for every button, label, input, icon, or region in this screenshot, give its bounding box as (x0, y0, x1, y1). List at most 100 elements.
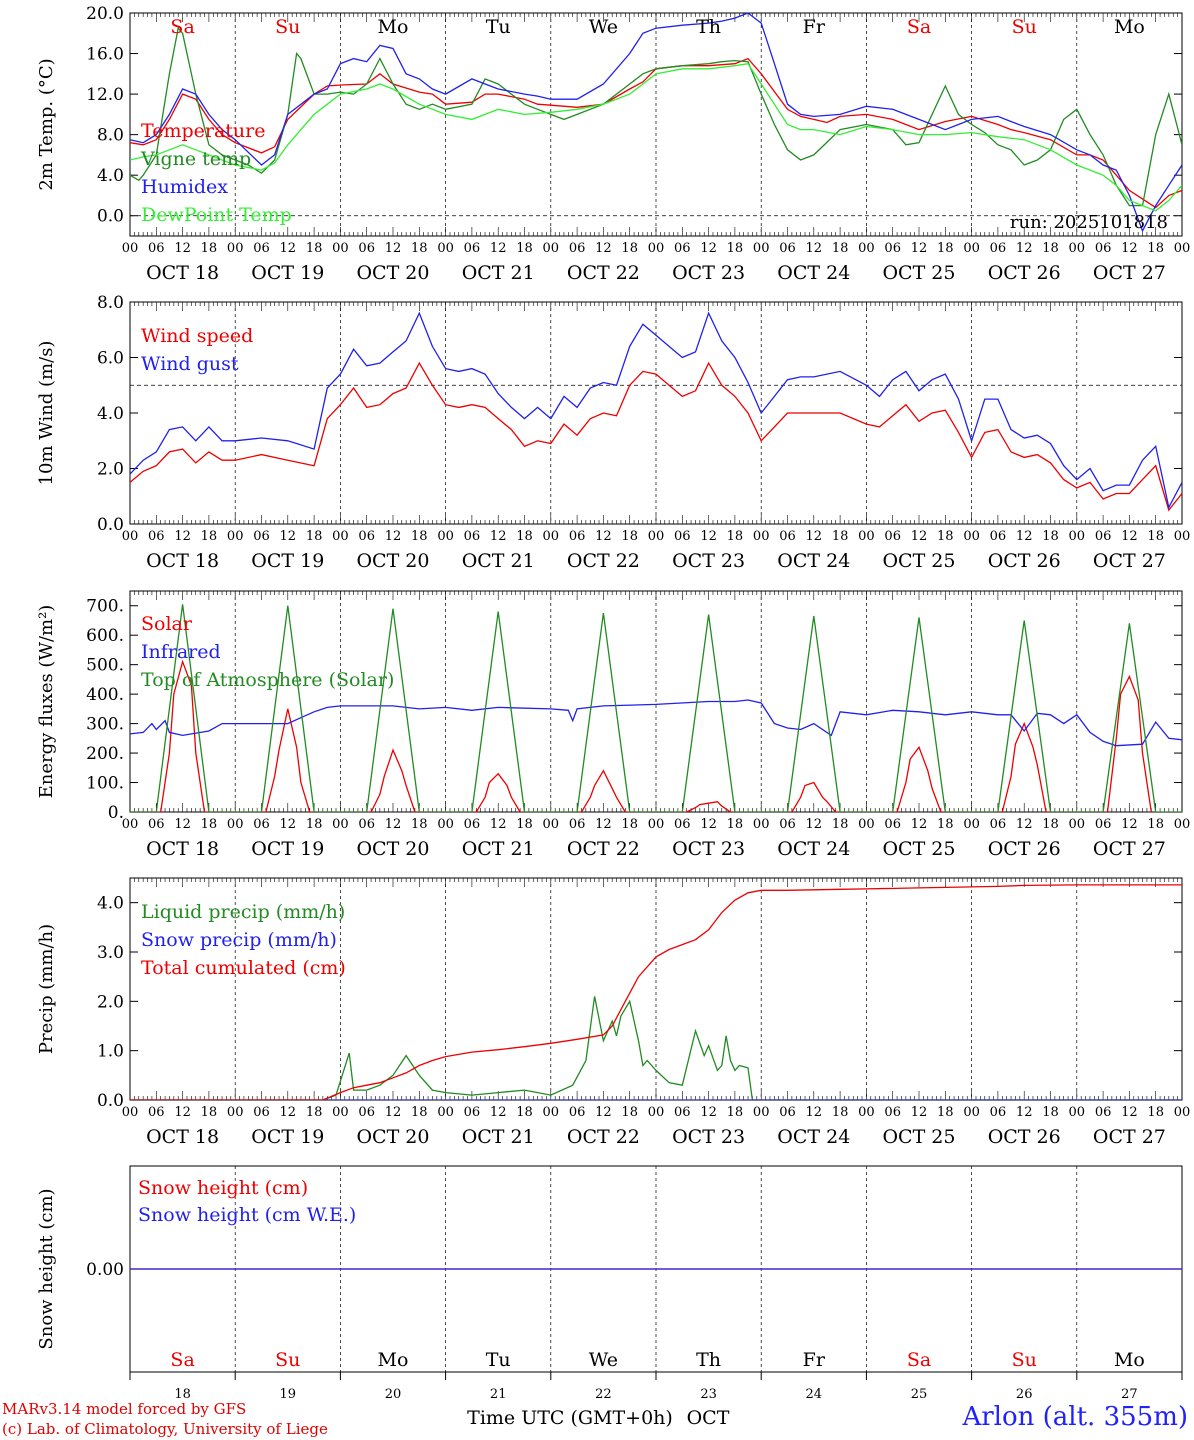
day-number-label: 20 (385, 1387, 402, 1402)
precip-hour-label: 18 (621, 1105, 638, 1120)
weekday-label-bottom: Mo (378, 1349, 409, 1371)
station-name: Arlon (alt. 355m) (962, 1402, 1188, 1432)
precip-hour-label: 00 (1069, 1105, 1086, 1120)
wind-hour-label: 06 (779, 529, 796, 544)
precip-legend-0: Liquid precip (mm/h) (141, 901, 345, 923)
weekday-label-top: We (589, 16, 618, 38)
temp-hour-label: 06 (990, 241, 1007, 256)
energy-day-label: OCT 21 (462, 838, 535, 860)
energy-hour-label: 18 (1042, 817, 1059, 832)
temp-hour-label: 12 (280, 241, 297, 256)
energy-hour-label: 00 (122, 817, 139, 832)
wind-hour-label: 12 (490, 529, 507, 544)
energy-legend-1: Infrared (141, 641, 221, 663)
precip-hour-label: 18 (1147, 1105, 1164, 1120)
temp-legend-3: DewPoint Temp (141, 204, 292, 226)
weekday-label-bottom: Sa (907, 1349, 931, 1371)
wind-hour-label: 06 (1095, 529, 1112, 544)
temp-hour-label: 00 (648, 241, 665, 256)
wind-hour-label: 12 (1121, 529, 1138, 544)
temp-hour-label: 06 (884, 241, 901, 256)
wind-day-label: OCT 19 (251, 550, 324, 572)
wind-hour-label: 00 (437, 529, 454, 544)
precip-hour-label: 06 (569, 1105, 586, 1120)
temp-hour-label: 12 (174, 241, 191, 256)
temp-ytick-label: 20.0 (86, 4, 124, 24)
energy-day-label: OCT 18 (146, 838, 219, 860)
precip-hour-label: 00 (227, 1105, 244, 1120)
precip-hour-label: 00 (753, 1105, 770, 1120)
precip-hour-label: 18 (1042, 1105, 1059, 1120)
energy-hour-label: 18 (1147, 817, 1164, 832)
weekday-label-top: Mo (1114, 16, 1145, 38)
precip-hour-label: 12 (490, 1105, 507, 1120)
temp-series-2-line (130, 13, 1182, 233)
wind-hour-label: 00 (332, 529, 349, 544)
wind-hour-label: 18 (832, 529, 849, 544)
precip-hour-label: 12 (174, 1105, 191, 1120)
precip-series-0-line (130, 996, 1182, 1100)
energy-hour-label: 06 (990, 817, 1007, 832)
x-axis-label: Time UTC (GMT+0h) (467, 1407, 673, 1429)
wind-hour-label: 12 (595, 529, 612, 544)
energy-hour-label: 00 (332, 817, 349, 832)
precip-day-label: OCT 24 (777, 1126, 850, 1148)
wind-hour-label: 18 (306, 529, 323, 544)
temp-hour-label: 12 (385, 241, 402, 256)
precip-hour-label: 00 (543, 1105, 560, 1120)
temp-hour-label: 06 (1095, 241, 1112, 256)
temp-hour-label: 06 (569, 241, 586, 256)
precip-day-label: OCT 18 (146, 1126, 219, 1148)
wind-hour-label: 00 (753, 529, 770, 544)
energy-ytick-label: 400. (86, 685, 124, 705)
precip-hour-label: 18 (937, 1105, 954, 1120)
precip-hour-label: 18 (411, 1105, 428, 1120)
wind-hour-label: 06 (253, 529, 270, 544)
temp-hour-label: 06 (779, 241, 796, 256)
wind-hour-label: 06 (464, 529, 481, 544)
energy-day-label: OCT 19 (251, 838, 324, 860)
energy-hour-label: 00 (963, 817, 980, 832)
wind-day-label: OCT 26 (988, 550, 1061, 572)
day-number-label: 27 (1121, 1387, 1138, 1402)
precip-hour-label: 06 (779, 1105, 796, 1120)
energy-hour-label: 18 (621, 817, 638, 832)
wind-hour-label: 12 (911, 529, 928, 544)
day-number-label: 24 (806, 1387, 823, 1402)
precip-day-label: OCT 22 (567, 1126, 640, 1148)
temp-hour-label: 12 (700, 241, 717, 256)
day-number-label: 25 (911, 1387, 928, 1402)
temp-frame (129, 12, 1183, 237)
precip-hour-label: 06 (674, 1105, 691, 1120)
precip-hour-label: 06 (358, 1105, 375, 1120)
wind-hour-label: 18 (1042, 529, 1059, 544)
energy-day-label: OCT 22 (567, 838, 640, 860)
energy-hour-label: 12 (1121, 817, 1138, 832)
precip-day-label: OCT 19 (251, 1126, 324, 1148)
precip-hour-label: 06 (990, 1105, 1007, 1120)
temp-hour-label: 00 (437, 241, 454, 256)
temp-hour-label: 12 (595, 241, 612, 256)
weekday-label-top: Tu (486, 16, 511, 38)
temp-hour-label: 12 (806, 241, 823, 256)
precip-hour-label: 12 (385, 1105, 402, 1120)
temp-day-label: OCT 26 (988, 262, 1061, 284)
temp-legend-2: Humidex (141, 176, 228, 198)
snow-legend-0: Snow height (cm) (138, 1177, 308, 1199)
temp-hour-label: 06 (148, 241, 165, 256)
energy-ytick-label: 600. (86, 626, 124, 646)
precip-day-label: OCT 27 (1093, 1126, 1166, 1148)
weekday-label-top: Su (275, 16, 300, 38)
precip-hour-label: 00 (332, 1105, 349, 1120)
wind-hour-label: 18 (937, 529, 954, 544)
day-number-label: 23 (700, 1387, 717, 1402)
weekday-label-bottom: We (589, 1349, 618, 1371)
precip-hour-label: 06 (464, 1105, 481, 1120)
precip-day-label: OCT 20 (356, 1126, 429, 1148)
precip-hour-label: 00 (437, 1105, 454, 1120)
precip-ylabel: Precip (mm/h) (36, 924, 57, 1054)
wind-day-label: OCT 21 (462, 550, 535, 572)
wind-hour-label: 06 (358, 529, 375, 544)
snow-ytick-label: 0.00 (86, 1260, 124, 1280)
energy-hour-label: 12 (806, 817, 823, 832)
